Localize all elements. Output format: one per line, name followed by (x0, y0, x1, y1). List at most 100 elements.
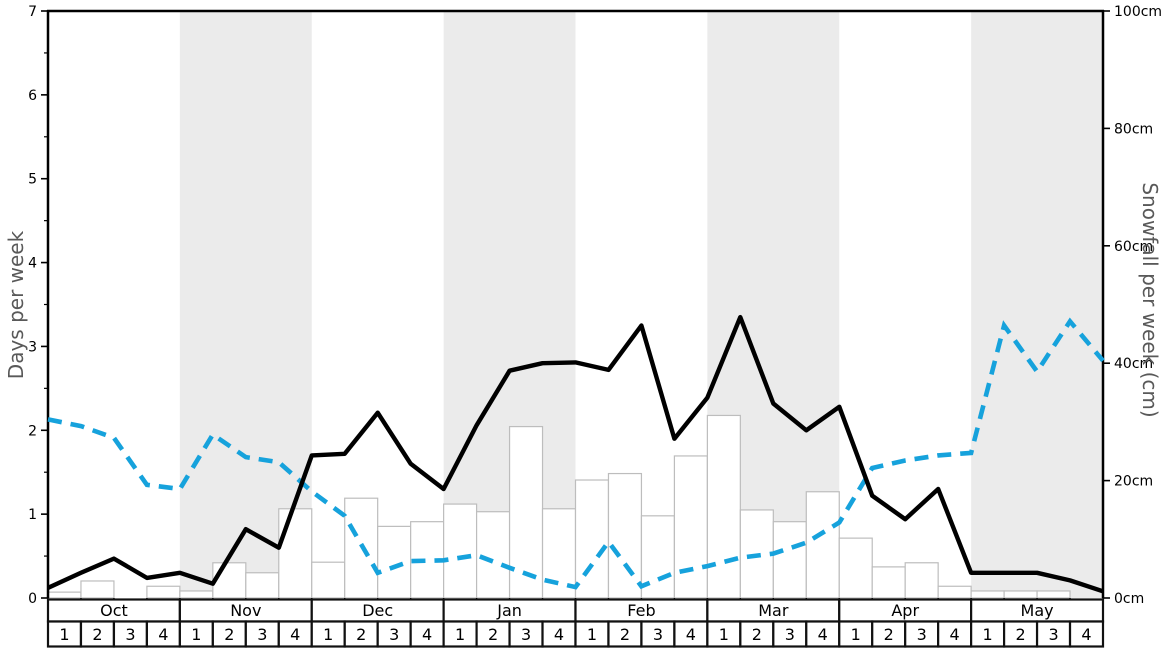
week-label: 3 (125, 625, 135, 644)
week-cell (574, 620, 610, 648)
week-label: 1 (851, 625, 861, 644)
right-tick-label: 20cm (1114, 474, 1153, 490)
week-label: 1 (719, 625, 729, 644)
left-tick-label: 2 (28, 423, 37, 439)
week-label: 1 (59, 625, 69, 644)
left-axis-title: Days per week (4, 230, 28, 380)
snowfall-bar (311, 561, 346, 599)
snowfall-bar (508, 425, 544, 599)
week-label: 1 (983, 625, 993, 644)
week-cell (640, 620, 676, 648)
week-cell (178, 620, 214, 648)
week-cell (1068, 620, 1105, 648)
week-cell (409, 620, 445, 648)
month-label: Apr (891, 601, 919, 620)
snowfall-bar (443, 503, 478, 599)
week-cell (442, 620, 478, 648)
week-cell (739, 620, 775, 648)
snowfall-bar (706, 414, 741, 599)
week-cell (310, 620, 346, 648)
week-label: 4 (554, 625, 564, 644)
blue-dashed-line (47, 317, 1105, 590)
week-label: 2 (356, 625, 366, 644)
snowfall-bar (871, 566, 906, 599)
month-band-may (971, 11, 1103, 598)
left-tick-label: 1 (28, 507, 37, 523)
week-label: 3 (521, 625, 531, 644)
snowfall-bar (146, 585, 181, 599)
week-label: 4 (422, 625, 432, 644)
snowfall-bar (574, 479, 610, 599)
right-axis-title: Snowfall per week (cm) (1138, 182, 1162, 418)
week-label: 3 (257, 625, 267, 644)
snowfall-bar (673, 455, 708, 599)
month-label: Oct (100, 601, 128, 620)
right-tick-label: 0cm (1114, 591, 1144, 607)
month-label: Feb (627, 601, 655, 620)
week-label: 2 (884, 625, 894, 644)
week-label: 1 (587, 625, 597, 644)
week-label: 3 (389, 625, 399, 644)
left-tick-label: 7 (28, 4, 37, 20)
week-cell (1002, 620, 1039, 648)
snowfall-bar (970, 590, 1005, 599)
month-label: May (1021, 601, 1054, 620)
snowfall-bar (377, 525, 412, 599)
snowfall-bar (245, 572, 280, 599)
week-label: 2 (488, 625, 498, 644)
month-label: Nov (230, 601, 261, 620)
right-tick-label: 40cm (1114, 356, 1153, 372)
week-cell (1035, 620, 1072, 648)
snowfall-bar (212, 562, 247, 599)
week-label: 3 (917, 625, 927, 644)
week-label: 2 (1015, 625, 1025, 644)
left-tick-label: 6 (28, 88, 37, 104)
week-label: 3 (653, 625, 663, 644)
week-label: 2 (752, 625, 762, 644)
week-label: 4 (686, 625, 696, 644)
week-label: 2 (224, 625, 234, 644)
week-cell (673, 620, 709, 648)
right-tick-label: 100cm (1114, 4, 1162, 20)
week-label: 3 (1048, 625, 1058, 644)
right-tick-label: 60cm (1114, 239, 1153, 255)
snowfall-bar (937, 585, 972, 599)
week-label: 1 (323, 625, 333, 644)
month-label: Mar (758, 601, 789, 620)
snowfall-bar (1003, 590, 1038, 599)
week-cell (838, 620, 874, 648)
snowfall-bar (805, 491, 840, 599)
week-label: 1 (191, 625, 201, 644)
week-label: 1 (455, 625, 465, 644)
week-cell (277, 620, 313, 648)
right-tick-label: 80cm (1114, 121, 1153, 137)
snowfall-bar (772, 521, 807, 599)
snowfall-bar (278, 508, 313, 599)
week-cell (79, 620, 116, 648)
snowfall-bar (607, 472, 643, 599)
week-label: 4 (158, 625, 168, 644)
week-label: 4 (1081, 625, 1091, 644)
snowfall-bar (1036, 590, 1071, 599)
week-cell (541, 620, 577, 648)
left-tick-label: 4 (28, 256, 37, 272)
snowfall-bar (47, 591, 82, 599)
snowfall-bar (904, 562, 939, 599)
week-cell (211, 620, 247, 648)
snowfall-bar (838, 537, 873, 599)
black-solid-line (47, 314, 1104, 594)
snowfall-bar (179, 590, 214, 599)
week-label: 4 (950, 625, 960, 644)
week-label: 2 (92, 625, 102, 644)
left-tick-label: 0 (28, 591, 37, 607)
week-label: 4 (818, 625, 828, 644)
week-label: 3 (785, 625, 795, 644)
week-label: 4 (290, 625, 300, 644)
month-label: Jan (496, 601, 522, 620)
week-cell (244, 620, 280, 648)
left-tick-label: 5 (28, 172, 37, 188)
week-cell (376, 620, 412, 648)
month-label: Dec (362, 601, 393, 620)
